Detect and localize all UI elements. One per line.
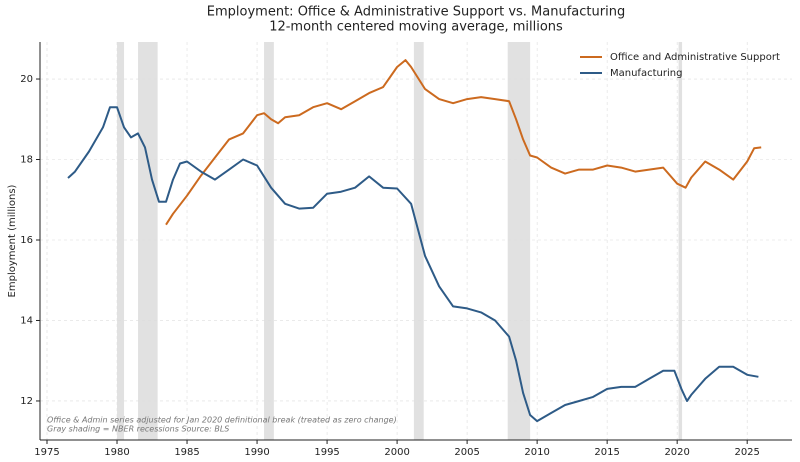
recession-band [507, 42, 531, 440]
x-tick-label: 1975 [34, 447, 59, 458]
x-tick-label: 2015 [594, 447, 619, 458]
x-tick-label: 2005 [454, 447, 479, 458]
footnote: Office & Admin series adjusted for Jan 2… [47, 416, 397, 425]
recession-band [413, 42, 424, 440]
y-tick-label: 14 [20, 315, 33, 326]
recession-band [117, 42, 125, 440]
y-tick-label: 18 [20, 155, 33, 166]
x-tick-label: 1995 [314, 447, 339, 458]
y-axis-label: Employment (millions) [7, 184, 18, 297]
series-line [165, 59, 762, 226]
recession-band [264, 42, 274, 440]
y-tick-label: 16 [20, 235, 33, 246]
x-tick-label: 1980 [104, 447, 129, 458]
footnote: Gray shading = NBER recessions Source: B… [47, 425, 229, 434]
x-tick-label: 1990 [244, 447, 269, 458]
recession-band [138, 42, 158, 440]
x-tick-label: 2000 [384, 447, 409, 458]
y-tick-label: 12 [20, 396, 33, 407]
series-line [67, 106, 759, 423]
chart-title: Employment: Office & Administrative Supp… [207, 5, 625, 20]
legend-label: Manufacturing [610, 68, 682, 79]
x-tick-label: 2025 [734, 447, 759, 458]
x-tick-label: 2010 [524, 447, 549, 458]
chart-subtitle: 12-month centered moving average, millio… [269, 20, 563, 35]
x-tick-label: 1985 [174, 447, 199, 458]
y-tick-label: 20 [20, 74, 33, 85]
recession-band [678, 42, 683, 440]
x-tick-label: 2020 [664, 447, 689, 458]
legend-label: Office and Administrative Support [610, 52, 780, 63]
